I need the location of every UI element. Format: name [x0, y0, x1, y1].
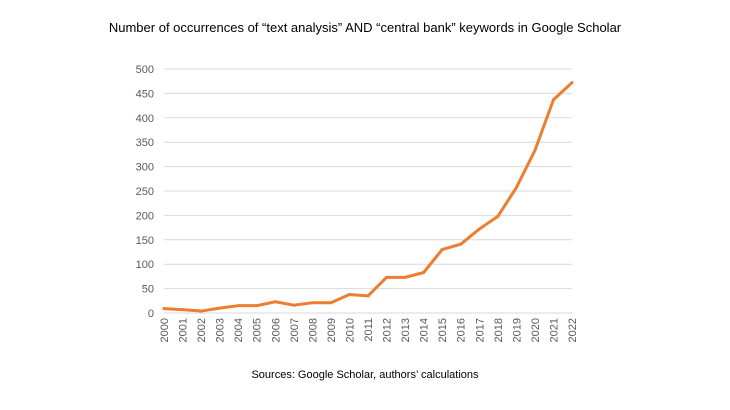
x-tick-label: 2001 [178, 318, 190, 342]
x-axis-ticks: 2000 2001 2002 2003 2004 2005 2006 2007 2008 2009… [159, 318, 579, 342]
data-point-2020 [533, 148, 537, 152]
y-tick-label: 100 [136, 259, 154, 271]
x-tick-label: 2014 [419, 318, 431, 342]
x-tick-label: 2011 [363, 318, 375, 342]
data-point-2005 [255, 304, 259, 308]
data-point-2008 [310, 301, 314, 305]
y-tick-label: 350 [136, 137, 154, 149]
x-tick-label: 2006 [270, 318, 282, 342]
y-tick-label: 200 [136, 210, 154, 222]
x-tick-label: 2021 [548, 318, 560, 342]
data-point-2019 [514, 186, 518, 190]
data-point-2002 [199, 309, 203, 313]
x-tick-label: 2018 [493, 318, 505, 342]
data-point-2016 [459, 242, 463, 246]
y-axis-ticks: 0 50 100 150 200 250 300 350 400 450 500 [136, 64, 154, 320]
data-point-2012 [385, 275, 389, 279]
data-point-2013 [403, 275, 407, 279]
x-tick-label: 2005 [252, 318, 264, 342]
y-tick-label: 500 [136, 64, 154, 76]
series-line-0 [162, 81, 574, 313]
x-tick-label: 2007 [289, 318, 301, 342]
y-tick-label: 400 [136, 113, 154, 125]
x-tick-label: 2008 [307, 318, 319, 342]
y-tick-label: 0 [148, 308, 154, 320]
x-tick-label: 2000 [159, 318, 171, 342]
x-tick-label: 2004 [233, 318, 245, 342]
x-tick-label: 2013 [400, 318, 412, 342]
data-point-2011 [366, 294, 370, 298]
data-point-2017 [477, 227, 481, 231]
y-tick-label: 300 [136, 162, 154, 174]
x-tick-label: 2020 [530, 318, 542, 342]
data-point-2003 [218, 306, 222, 310]
x-tick-label: 2022 [567, 318, 579, 342]
data-point-2004 [236, 304, 240, 308]
data-point-2006 [273, 300, 277, 304]
x-tick-label: 2016 [456, 318, 468, 342]
gridlines [164, 68, 572, 314]
chart-title: Number of occurrences of “text analysis”… [108, 20, 622, 35]
data-point-2009 [329, 301, 333, 305]
y-tick-label: 50 [142, 284, 154, 296]
x-tick-label: 2012 [382, 318, 394, 342]
x-tick-label: 2009 [326, 318, 338, 342]
y-tick-label: 450 [136, 88, 154, 100]
x-tick-label: 2019 [511, 318, 523, 342]
data-point-2001 [181, 308, 185, 312]
data-point-2021 [551, 98, 555, 102]
x-tick-label: 2010 [344, 318, 356, 342]
data-point-2000 [162, 307, 166, 311]
x-tick-label: 2015 [437, 318, 449, 342]
data-point-2014 [422, 270, 426, 274]
data-point-2007 [292, 303, 296, 307]
data-point-2015 [440, 248, 444, 252]
x-tick-label: 2017 [474, 318, 486, 342]
y-tick-label: 150 [136, 235, 154, 247]
data-point-2022 [570, 81, 574, 85]
series-layer [162, 81, 574, 313]
x-tick-label: 2003 [215, 318, 227, 342]
y-tick-label: 250 [136, 186, 154, 198]
data-point-2018 [496, 214, 500, 218]
data-point-2010 [347, 292, 351, 296]
source-note: Sources: Google Scholar, authors’ calcul… [251, 369, 479, 381]
x-tick-label: 2002 [196, 318, 208, 342]
